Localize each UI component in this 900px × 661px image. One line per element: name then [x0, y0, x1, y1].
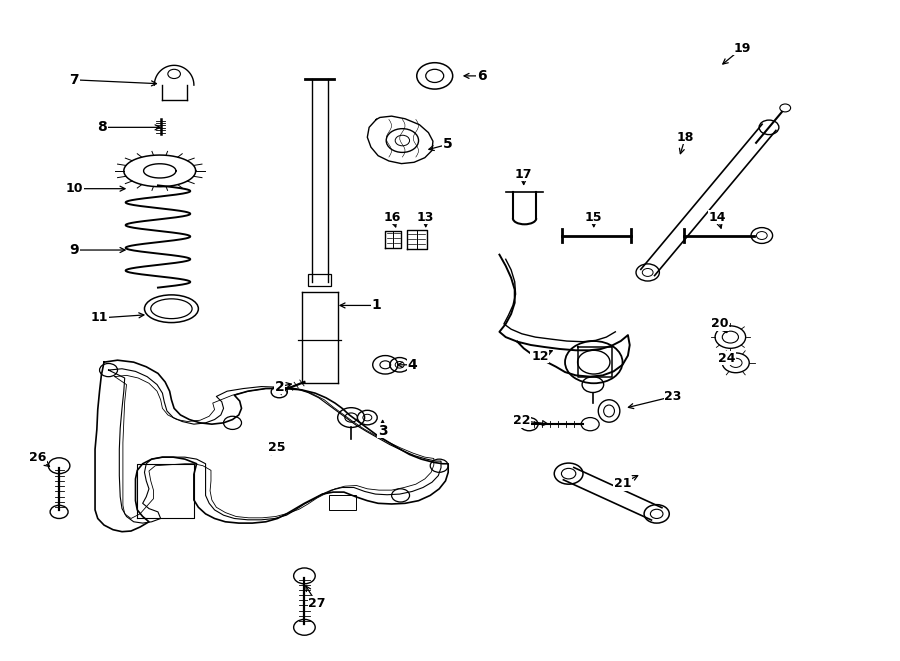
Text: 7: 7	[69, 73, 79, 87]
Text: 15: 15	[585, 211, 602, 223]
Text: 8: 8	[97, 120, 107, 134]
Text: 3: 3	[378, 424, 387, 438]
Text: 1: 1	[372, 298, 382, 313]
Text: 10: 10	[66, 182, 83, 195]
Text: 5: 5	[443, 137, 452, 151]
Text: 16: 16	[383, 211, 401, 223]
Text: 6: 6	[477, 69, 486, 83]
Text: 2: 2	[274, 379, 284, 393]
Text: 21: 21	[614, 477, 631, 490]
Text: 25: 25	[268, 442, 285, 454]
Text: 13: 13	[417, 211, 435, 223]
Text: 9: 9	[69, 243, 79, 257]
Text: 20: 20	[711, 317, 728, 330]
Text: 27: 27	[309, 597, 326, 610]
Text: 18: 18	[677, 131, 694, 143]
Text: 4: 4	[408, 358, 417, 371]
Text: 17: 17	[515, 168, 533, 180]
Text: 22: 22	[513, 414, 531, 428]
Text: 26: 26	[29, 451, 46, 463]
Text: 23: 23	[664, 390, 681, 403]
Text: 14: 14	[709, 211, 726, 223]
Text: 11: 11	[91, 311, 108, 325]
Text: 19: 19	[734, 42, 751, 55]
Text: 12: 12	[531, 350, 549, 363]
Text: 24: 24	[718, 352, 735, 365]
